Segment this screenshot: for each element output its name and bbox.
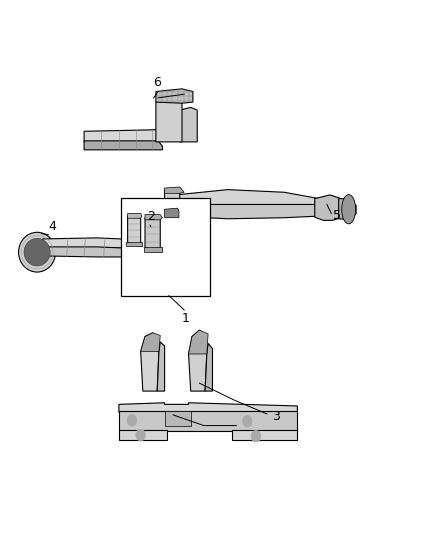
Polygon shape xyxy=(165,208,179,217)
Text: 6: 6 xyxy=(153,76,161,89)
Polygon shape xyxy=(188,330,208,354)
Text: 1: 1 xyxy=(182,312,190,325)
Polygon shape xyxy=(188,330,207,391)
Polygon shape xyxy=(43,247,130,257)
Ellipse shape xyxy=(18,232,56,272)
Polygon shape xyxy=(144,247,162,252)
Polygon shape xyxy=(176,190,319,206)
Circle shape xyxy=(251,430,261,442)
Polygon shape xyxy=(119,411,297,431)
Ellipse shape xyxy=(342,195,356,224)
Circle shape xyxy=(243,416,252,427)
Polygon shape xyxy=(119,430,167,440)
Polygon shape xyxy=(176,205,319,219)
Polygon shape xyxy=(339,199,356,220)
Polygon shape xyxy=(84,130,162,142)
Text: 3: 3 xyxy=(272,410,280,423)
Polygon shape xyxy=(165,187,184,193)
Bar xyxy=(121,198,210,296)
Polygon shape xyxy=(156,89,193,103)
Polygon shape xyxy=(157,342,165,391)
Circle shape xyxy=(127,415,137,426)
Polygon shape xyxy=(315,195,347,220)
Polygon shape xyxy=(119,403,297,413)
Ellipse shape xyxy=(24,238,50,266)
Polygon shape xyxy=(193,216,210,231)
Polygon shape xyxy=(145,216,160,251)
Polygon shape xyxy=(165,188,180,216)
Polygon shape xyxy=(141,333,159,391)
Text: 4: 4 xyxy=(48,220,56,233)
Circle shape xyxy=(136,429,145,441)
Polygon shape xyxy=(126,241,141,246)
Polygon shape xyxy=(127,237,140,259)
Polygon shape xyxy=(127,216,141,245)
Polygon shape xyxy=(232,430,297,440)
Polygon shape xyxy=(165,411,191,425)
Polygon shape xyxy=(84,141,162,150)
Polygon shape xyxy=(145,215,162,220)
Polygon shape xyxy=(180,108,197,142)
Polygon shape xyxy=(156,94,182,142)
Polygon shape xyxy=(130,257,138,261)
Text: 2: 2 xyxy=(147,210,155,223)
Text: 5: 5 xyxy=(333,209,341,222)
Polygon shape xyxy=(205,343,212,391)
Polygon shape xyxy=(141,333,160,351)
Polygon shape xyxy=(127,214,142,218)
Polygon shape xyxy=(43,238,130,248)
